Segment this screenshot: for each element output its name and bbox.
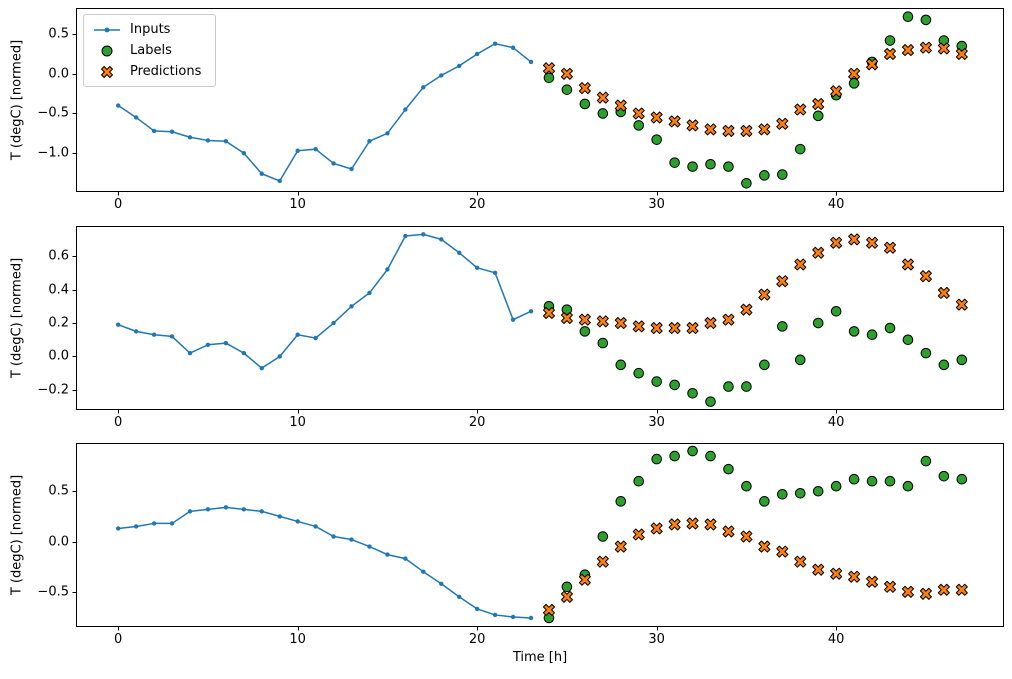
y-tick-label: −0.5 [37, 584, 69, 600]
plot-canvas-1 [70, 6, 1010, 202]
y-tick-label: 0.2 [48, 315, 69, 331]
legend-item-labels: Labels [93, 43, 201, 58]
y-tick-label: 0.6 [48, 248, 69, 264]
x-axis-label: Time [h] [512, 650, 568, 665]
legend-label-labels: Labels [130, 43, 172, 58]
y-tick-label: −0.2 [37, 382, 69, 398]
y-axis-label-1: T (degC) [normed] [9, 39, 25, 161]
y-axis-label-2: T (degC) [normed] [9, 257, 25, 379]
plot-canvas-2 [70, 224, 1010, 420]
y-tick-label: −0.5 [37, 105, 69, 121]
inputs-line-icon [94, 27, 120, 32]
legend: Inputs Labels Predictions [83, 14, 217, 87]
legend-label-predictions: Predictions [130, 64, 202, 79]
y-tick-label: 0.5 [48, 483, 69, 499]
plot-canvas-3 [70, 441, 1010, 637]
y-tick-label: 0.0 [48, 534, 69, 550]
legend-label-inputs: Inputs [130, 22, 171, 37]
y-tick-label: 0.5 [48, 26, 69, 42]
legend-item-inputs: Inputs [93, 22, 201, 37]
y-tick-label: −1.0 [37, 145, 69, 161]
labels-circle-icon [101, 45, 113, 56]
y-tick-label: 0.0 [48, 66, 69, 82]
y-tick-label: 0.4 [48, 282, 69, 298]
y-tick-label: 0.0 [48, 348, 69, 364]
legend-item-predictions: Predictions [93, 64, 201, 79]
y-axis-label-3: T (degC) [normed] [9, 474, 25, 596]
predictions-x-icon [100, 65, 114, 78]
